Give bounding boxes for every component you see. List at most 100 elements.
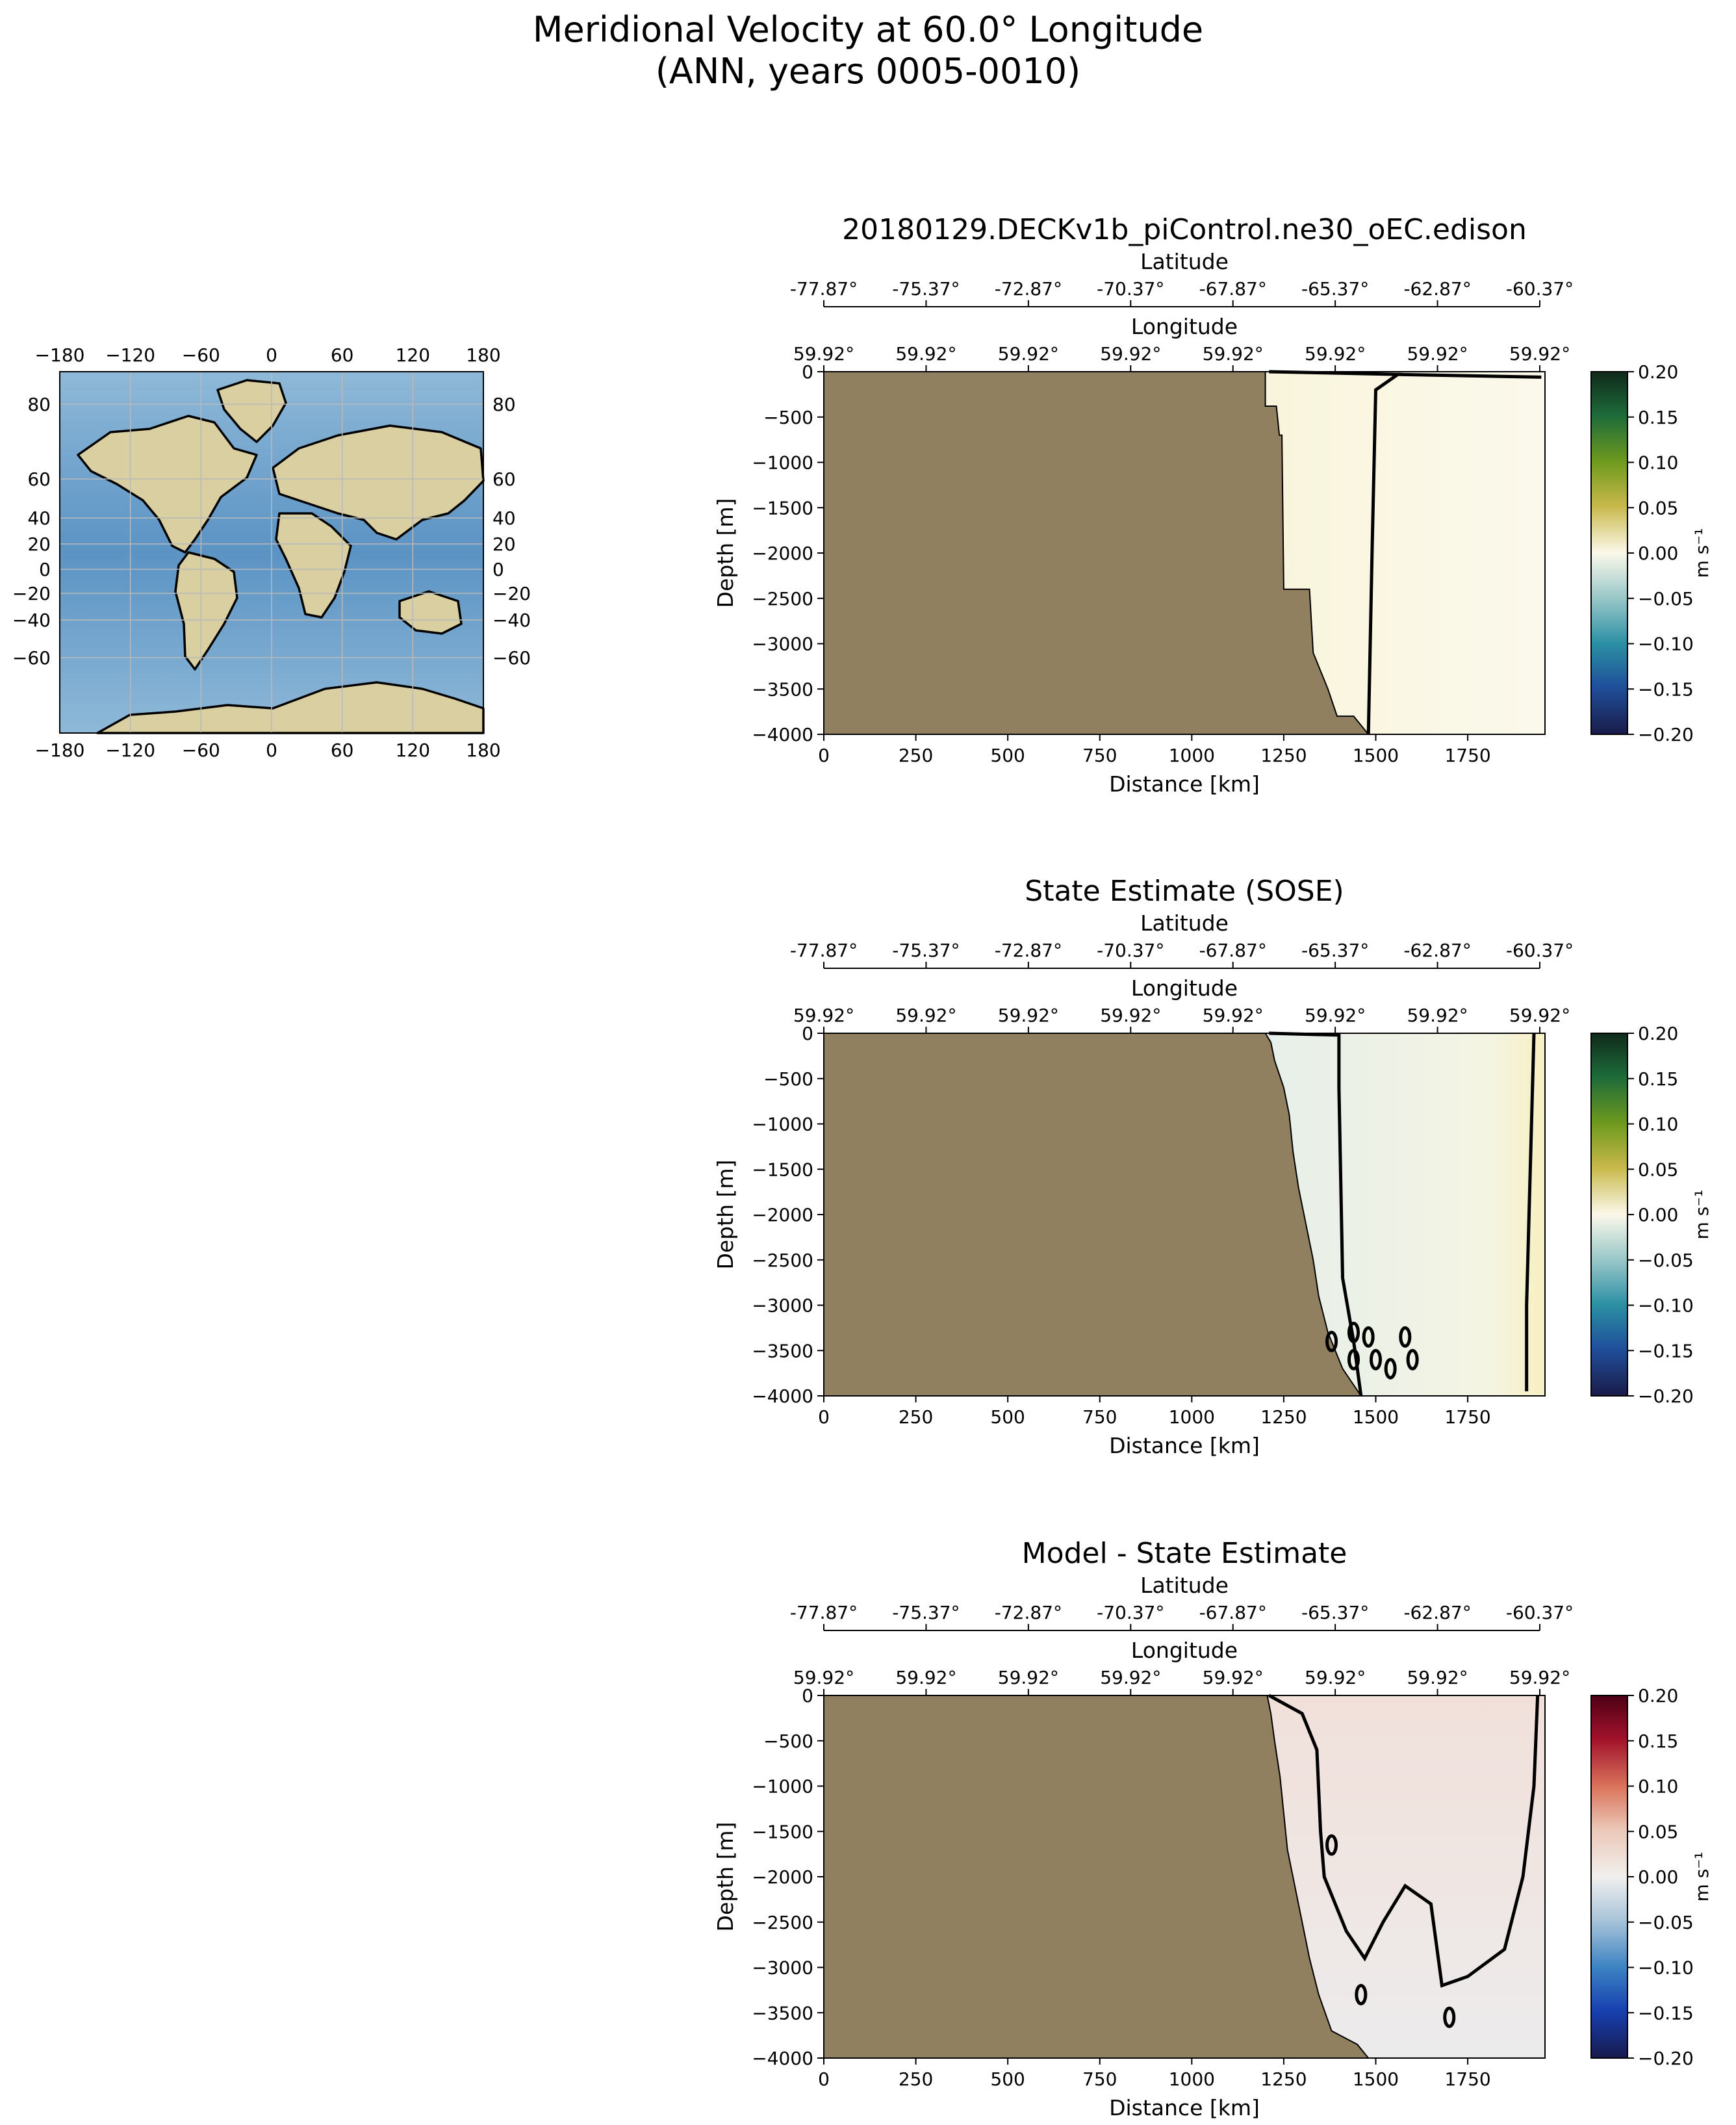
colorbar-tick-label: −0.05 xyxy=(1638,588,1694,610)
map-land-africa xyxy=(275,512,352,619)
panel-2: 0 250 500 750 1000 1250 1500 1750 Distance [km] 0… xyxy=(713,875,1713,1458)
longitude-tick-label: 59.92° xyxy=(895,1005,956,1026)
y-tick-label: −4000 xyxy=(752,2048,813,2069)
longitude-tick-label: 59.92° xyxy=(1100,1005,1161,1026)
latitude-axis-label: Latitude xyxy=(1140,1573,1229,1598)
map-lon-tick-bottom: −180 xyxy=(35,740,85,761)
x-tick-label: 750 xyxy=(1082,2068,1117,2090)
contour-blob xyxy=(1399,1326,1412,1348)
x-tick-label: 500 xyxy=(990,1406,1025,1428)
latitude-tick-label: -75.37° xyxy=(892,278,960,300)
x-tick-label: 1750 xyxy=(1444,745,1490,766)
longitude-tick-label: 59.92° xyxy=(1509,1667,1570,1688)
longitude-tick-label: 59.92° xyxy=(895,343,956,365)
longitude-tick-label: 59.92° xyxy=(895,1667,956,1688)
x-tick-label: 1000 xyxy=(1169,1406,1215,1428)
longitude-tick-label: 59.92° xyxy=(998,1005,1059,1026)
longitude-tick-label: 59.92° xyxy=(1407,1667,1468,1688)
colorbar-tick-label: −0.10 xyxy=(1638,634,1694,655)
map-lon-tick-bottom: 0 xyxy=(266,740,277,761)
latitude-tick-label: -75.37° xyxy=(892,1602,960,1623)
map-lat-tick-right: −20 xyxy=(492,583,531,604)
longitude-tick-label: 59.92° xyxy=(998,1667,1059,1688)
x-tick-label: 1000 xyxy=(1169,745,1215,766)
map-lat-tick-left: −60 xyxy=(12,647,51,669)
latitude-tick-label: -62.87° xyxy=(1403,1602,1471,1623)
colorbar-tick-label: −0.20 xyxy=(1638,1385,1694,1407)
map-lat-tick-right: 60 xyxy=(492,469,516,490)
x-tick-label: 250 xyxy=(899,2068,933,2090)
x-tick-label: 1500 xyxy=(1353,2068,1399,2090)
longitude-tick-label: 59.92° xyxy=(1203,1005,1264,1026)
x-tick-label: 0 xyxy=(818,745,830,766)
y-axis-label: Depth [m] xyxy=(713,1160,738,1270)
x-tick-label: 1750 xyxy=(1444,2068,1490,2090)
latitude-tick-label: -67.87° xyxy=(1199,278,1267,300)
colorbar xyxy=(1590,371,1628,735)
contour-blob xyxy=(1369,1348,1382,1371)
colorbar-tick-label: 0.10 xyxy=(1638,1776,1678,1797)
latitude-tick-label: -72.87° xyxy=(995,1602,1062,1623)
latitude-tick-label: -67.87° xyxy=(1199,1602,1267,1623)
colorbar-label: m s⁻¹ xyxy=(1691,1852,1713,1902)
zero-contour xyxy=(1398,372,1542,379)
y-axis-label: Depth [m] xyxy=(713,498,738,608)
map-lat-tick-left: −20 xyxy=(12,583,51,604)
longitude-tick-label: 59.92° xyxy=(1407,1005,1468,1026)
longitude-axis-label: Longitude xyxy=(1131,1638,1238,1663)
map-land-north-america xyxy=(77,415,258,554)
zero-contour xyxy=(1268,1694,1540,1988)
x-tick-label: 750 xyxy=(1082,745,1117,766)
longitude-tick-label: 59.92° xyxy=(1305,343,1366,365)
longitude-axis-label: Longitude xyxy=(1131,314,1238,339)
longitude-tick-label: 59.92° xyxy=(793,1005,854,1026)
longitude-tick-label: 59.92° xyxy=(793,343,854,365)
x-tick-label: 250 xyxy=(899,1406,933,1428)
x-axis-label: Distance [km] xyxy=(1109,771,1260,797)
contour-blob xyxy=(1347,1321,1360,1343)
land-mask xyxy=(823,1695,1370,2059)
colorbar xyxy=(1590,1695,1628,2059)
colorbar-tick-label: −0.15 xyxy=(1638,2002,1694,2024)
longitude-tick-label: 59.92° xyxy=(1509,1005,1570,1026)
map-lat-tick-right: 20 xyxy=(492,534,516,555)
map-lat-tick-left: 80 xyxy=(27,394,51,415)
latitude-tick-label: -77.87° xyxy=(790,940,858,961)
latitude-tick-label: -77.87° xyxy=(790,1602,858,1623)
map-lat-tick-left: −40 xyxy=(12,610,51,631)
map-lat-tick-right: 40 xyxy=(492,508,516,529)
colorbar-tick-label: 0.20 xyxy=(1638,361,1678,383)
latitude-tick-label: -60.37° xyxy=(1506,940,1574,961)
latitude-tick-label: -60.37° xyxy=(1506,278,1574,300)
colorbar-tick-label: 0.15 xyxy=(1638,407,1678,428)
colorbar-tick-label: −0.05 xyxy=(1638,1912,1694,1933)
latitude-tick-label: -70.37° xyxy=(1097,940,1164,961)
x-tick-label: 500 xyxy=(990,745,1025,766)
y-tick-label: −1500 xyxy=(752,497,813,519)
map-lon-ticks-bottom: −180 −120 −60 0 60 120 180 xyxy=(35,740,501,761)
contour-blob xyxy=(1362,1326,1375,1348)
map-lon-tick-bottom: 180 xyxy=(466,740,500,761)
y-tick-label: −3000 xyxy=(752,634,813,655)
map-lon-tick-bottom: −60 xyxy=(182,740,220,761)
map-lat-tick-right: 0 xyxy=(492,559,504,580)
map-lon-tick-bottom: 120 xyxy=(396,740,430,761)
colorbar-tick-label: 0.15 xyxy=(1638,1068,1678,1090)
y-axis-label: Depth [m] xyxy=(713,1822,738,1932)
colorbar-tick-label: −0.10 xyxy=(1638,1295,1694,1317)
y-tick-label: −1500 xyxy=(752,1821,813,1842)
longitude-tick-label: 59.92° xyxy=(1509,343,1570,365)
latitude-axis-label: Latitude xyxy=(1140,249,1229,274)
map-lon-tick-top: 120 xyxy=(396,344,430,366)
y-tick-label: −500 xyxy=(763,1731,813,1752)
longitude-tick-label: 59.92° xyxy=(1305,1667,1366,1688)
land-mask xyxy=(823,371,1370,735)
figure-subtitle: (ANN, years 0005-0010) xyxy=(656,51,1080,92)
latitude-tick-label: -65.37° xyxy=(1301,940,1369,961)
y-tick-label: −1000 xyxy=(752,452,813,474)
y-tick-label: −4000 xyxy=(752,724,813,745)
latitude-tick-label: -70.37° xyxy=(1097,278,1164,300)
contour-blob xyxy=(1325,1834,1338,1856)
colorbar-tick-label: 0.00 xyxy=(1638,1866,1678,1888)
contour-blob xyxy=(1347,1348,1360,1371)
